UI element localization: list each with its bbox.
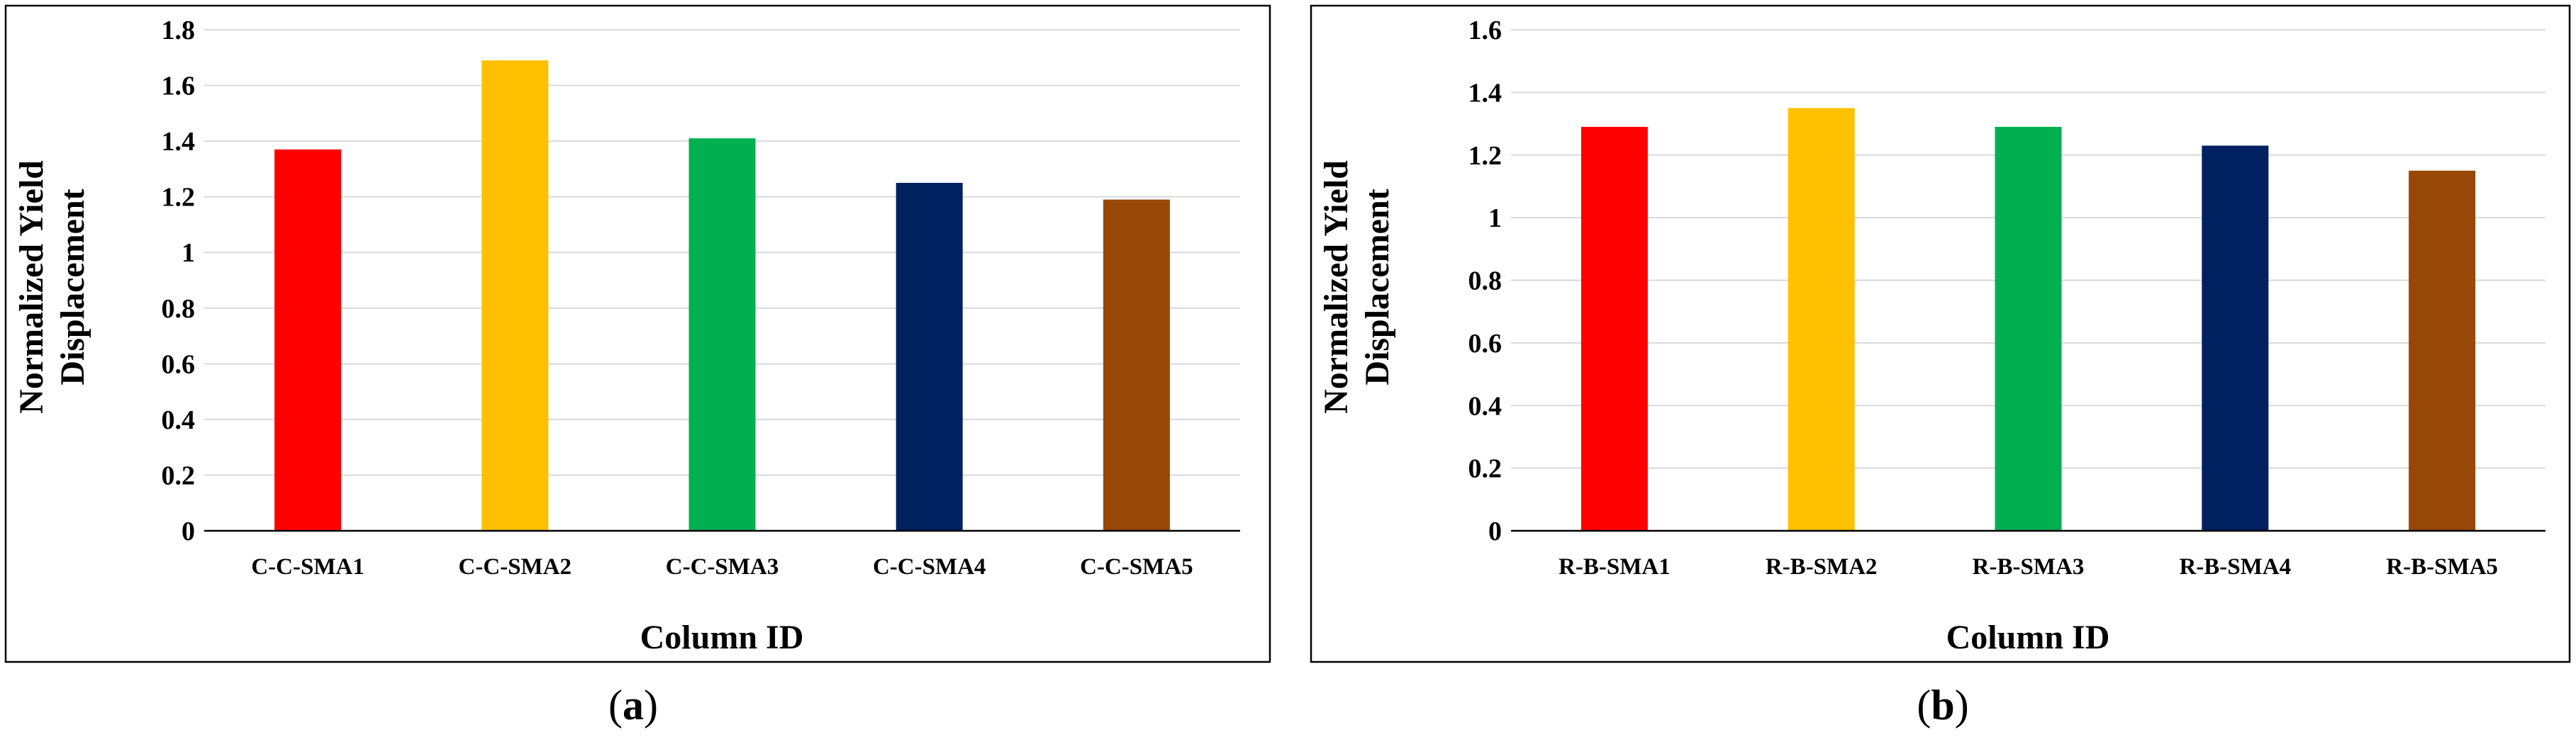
chart-a-y-axis-title-line1: Normalized Yield bbox=[13, 160, 50, 414]
chart-b-y-axis-title-line1: Normalized Yield bbox=[1317, 160, 1355, 414]
chart-a-y-tick-label: 1.6 bbox=[162, 72, 196, 101]
chart-a-frame bbox=[4, 4, 1271, 663]
chart-a-y-tick-label: 1.2 bbox=[162, 183, 196, 213]
chart-a-y-tick-label: 0.4 bbox=[162, 405, 196, 435]
panel-label-a: (a) bbox=[608, 682, 658, 729]
chart-a-x-axis-title: Column ID bbox=[640, 619, 804, 656]
chart-b-x-tick-label: R-B-SMA5 bbox=[2386, 554, 2498, 580]
chart-b-x-tick-label: R-B-SMA1 bbox=[1559, 554, 1671, 580]
chart-a-y-tick-label: 0 bbox=[182, 517, 195, 546]
chart-b-bar-1 bbox=[1580, 126, 1648, 531]
chart-a-bars bbox=[274, 60, 1170, 532]
chart-a-bar-3 bbox=[688, 138, 756, 531]
chart-a-bar-4 bbox=[896, 183, 963, 531]
chart-b-y-tick-label: 1 bbox=[1488, 203, 1502, 233]
chart-b-y-tick-label: 0.8 bbox=[1468, 266, 1502, 296]
chart-panel-b: 0 0.2 0.4 0.6 0.8 1 1.2 1.4 1.6 R-B-SMA1 R-B-SMA2… bbox=[1310, 4, 2571, 663]
chart-a-bar-1 bbox=[274, 149, 342, 532]
chart-a-y-tick-label: 0.8 bbox=[162, 294, 196, 324]
panel-label-b-letter: b bbox=[1931, 682, 1954, 729]
chart-b-y-tick-label: 1.4 bbox=[1468, 78, 1502, 108]
chart-b-x-tick-label: R-B-SMA2 bbox=[1766, 554, 1878, 580]
chart-b-x-tick-label: R-B-SMA3 bbox=[1973, 554, 2085, 580]
chart-b-y-tick-label: 1.2 bbox=[1468, 141, 1502, 171]
chart-b-y-tick-label: 1.6 bbox=[1468, 16, 1502, 45]
chart-a-bar-5 bbox=[1103, 199, 1170, 531]
chart-b-bar-3 bbox=[1995, 126, 2062, 531]
chart-b-y-tick-label: 0.2 bbox=[1468, 454, 1502, 484]
chart-a-y-axis-title-line2: Displacement bbox=[54, 189, 91, 385]
chart-b-bar-2 bbox=[1788, 108, 1855, 531]
chart-b-frame bbox=[1310, 4, 2571, 663]
chart-a-x-tick-label: C-C-SMA2 bbox=[459, 554, 571, 580]
chart-a-y-tick-label: 1.8 bbox=[162, 16, 196, 45]
panel-label-a-letter: a bbox=[623, 682, 644, 729]
chart-b-bar-4 bbox=[2202, 145, 2269, 531]
chart-b-y-tick-label: 0.4 bbox=[1468, 391, 1502, 421]
chart-a-y-tick-label: 1 bbox=[182, 238, 195, 268]
chart-b-x-tick-label: R-B-SMA4 bbox=[2179, 554, 2291, 580]
chart-a-x-tick-label: C-C-SMA1 bbox=[251, 554, 364, 580]
chart-panel-a: 00.20.40.60.811.21.41.61.8 C-C-SMA1 C-C-S… bbox=[4, 4, 1271, 663]
chart-a-y-tick-labels: 0 0.2 0.4 0.6 0.8 1 1.2 1.4 1.6 1.8 bbox=[162, 16, 196, 546]
chart-b-x-tick-labels: R-B-SMA1 R-B-SMA2 R-B-SMA3 R-B-SMA4 R-B-SMA5 bbox=[1559, 554, 2498, 580]
chart-b-bar-5 bbox=[2409, 170, 2476, 531]
chart-a-y-tick-label: 1.4 bbox=[162, 127, 196, 157]
chart-b-x-axis-title: Column ID bbox=[1946, 619, 2110, 656]
chart-a-bar-2 bbox=[481, 60, 549, 531]
chart-a-y-tick-label: 0.6 bbox=[162, 349, 196, 379]
chart-a-y-tick-label: 0.2 bbox=[162, 461, 196, 490]
chart-a-gridlines bbox=[204, 29, 1240, 476]
chart-a-x-tick-label: C-C-SMA3 bbox=[666, 554, 779, 580]
chart-b-y-tick-labels: 0 0.2 0.4 0.6 0.8 1 1.2 1.4 1.6 bbox=[1468, 16, 1502, 546]
chart-b-y-axis-title-line2: Displacement bbox=[1359, 189, 1396, 385]
chart-a-x-tick-labels: C-C-SMA1 C-C-SMA2 C-C-SMA3 C-C-SMA4 C-C-SMA5 bbox=[251, 554, 1193, 580]
chart-a-x-tick-label: C-C-SMA4 bbox=[873, 554, 986, 580]
chart-a-x-tick-label: C-C-SMA5 bbox=[1080, 554, 1193, 580]
chart-b-y-tick-label: 0 bbox=[1488, 517, 1502, 546]
chart-b-bars bbox=[1580, 108, 2476, 531]
chart-b-y-tick-label: 0.6 bbox=[1468, 329, 1502, 359]
panel-label-b: (b) bbox=[1917, 682, 1968, 729]
